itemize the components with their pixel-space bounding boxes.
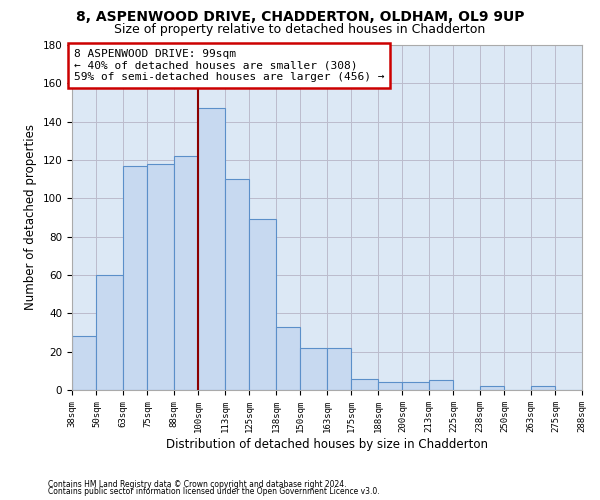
Bar <box>97 275 123 390</box>
Bar <box>480 386 505 390</box>
Bar <box>148 164 174 390</box>
Bar <box>429 380 454 390</box>
Bar <box>301 348 327 390</box>
Bar <box>531 386 556 390</box>
Y-axis label: Number of detached properties: Number of detached properties <box>24 124 37 310</box>
Text: 8, ASPENWOOD DRIVE, CHADDERTON, OLDHAM, OL9 9UP: 8, ASPENWOOD DRIVE, CHADDERTON, OLDHAM, … <box>76 10 524 24</box>
Bar <box>199 108 225 390</box>
Text: Contains HM Land Registry data © Crown copyright and database right 2024.: Contains HM Land Registry data © Crown c… <box>48 480 347 489</box>
Text: Size of property relative to detached houses in Chadderton: Size of property relative to detached ho… <box>115 22 485 36</box>
Bar <box>378 382 403 390</box>
Bar <box>276 327 301 390</box>
X-axis label: Distribution of detached houses by size in Chadderton: Distribution of detached houses by size … <box>166 438 488 450</box>
Bar <box>225 179 250 390</box>
Text: 8 ASPENWOOD DRIVE: 99sqm
← 40% of detached houses are smaller (308)
59% of semi-: 8 ASPENWOOD DRIVE: 99sqm ← 40% of detach… <box>74 49 385 82</box>
Bar <box>123 166 148 390</box>
Bar <box>352 378 378 390</box>
Bar <box>72 336 97 390</box>
Bar <box>174 156 199 390</box>
Bar <box>403 382 429 390</box>
Bar <box>250 220 276 390</box>
Bar <box>327 348 352 390</box>
Text: Contains public sector information licensed under the Open Government Licence v3: Contains public sector information licen… <box>48 487 380 496</box>
